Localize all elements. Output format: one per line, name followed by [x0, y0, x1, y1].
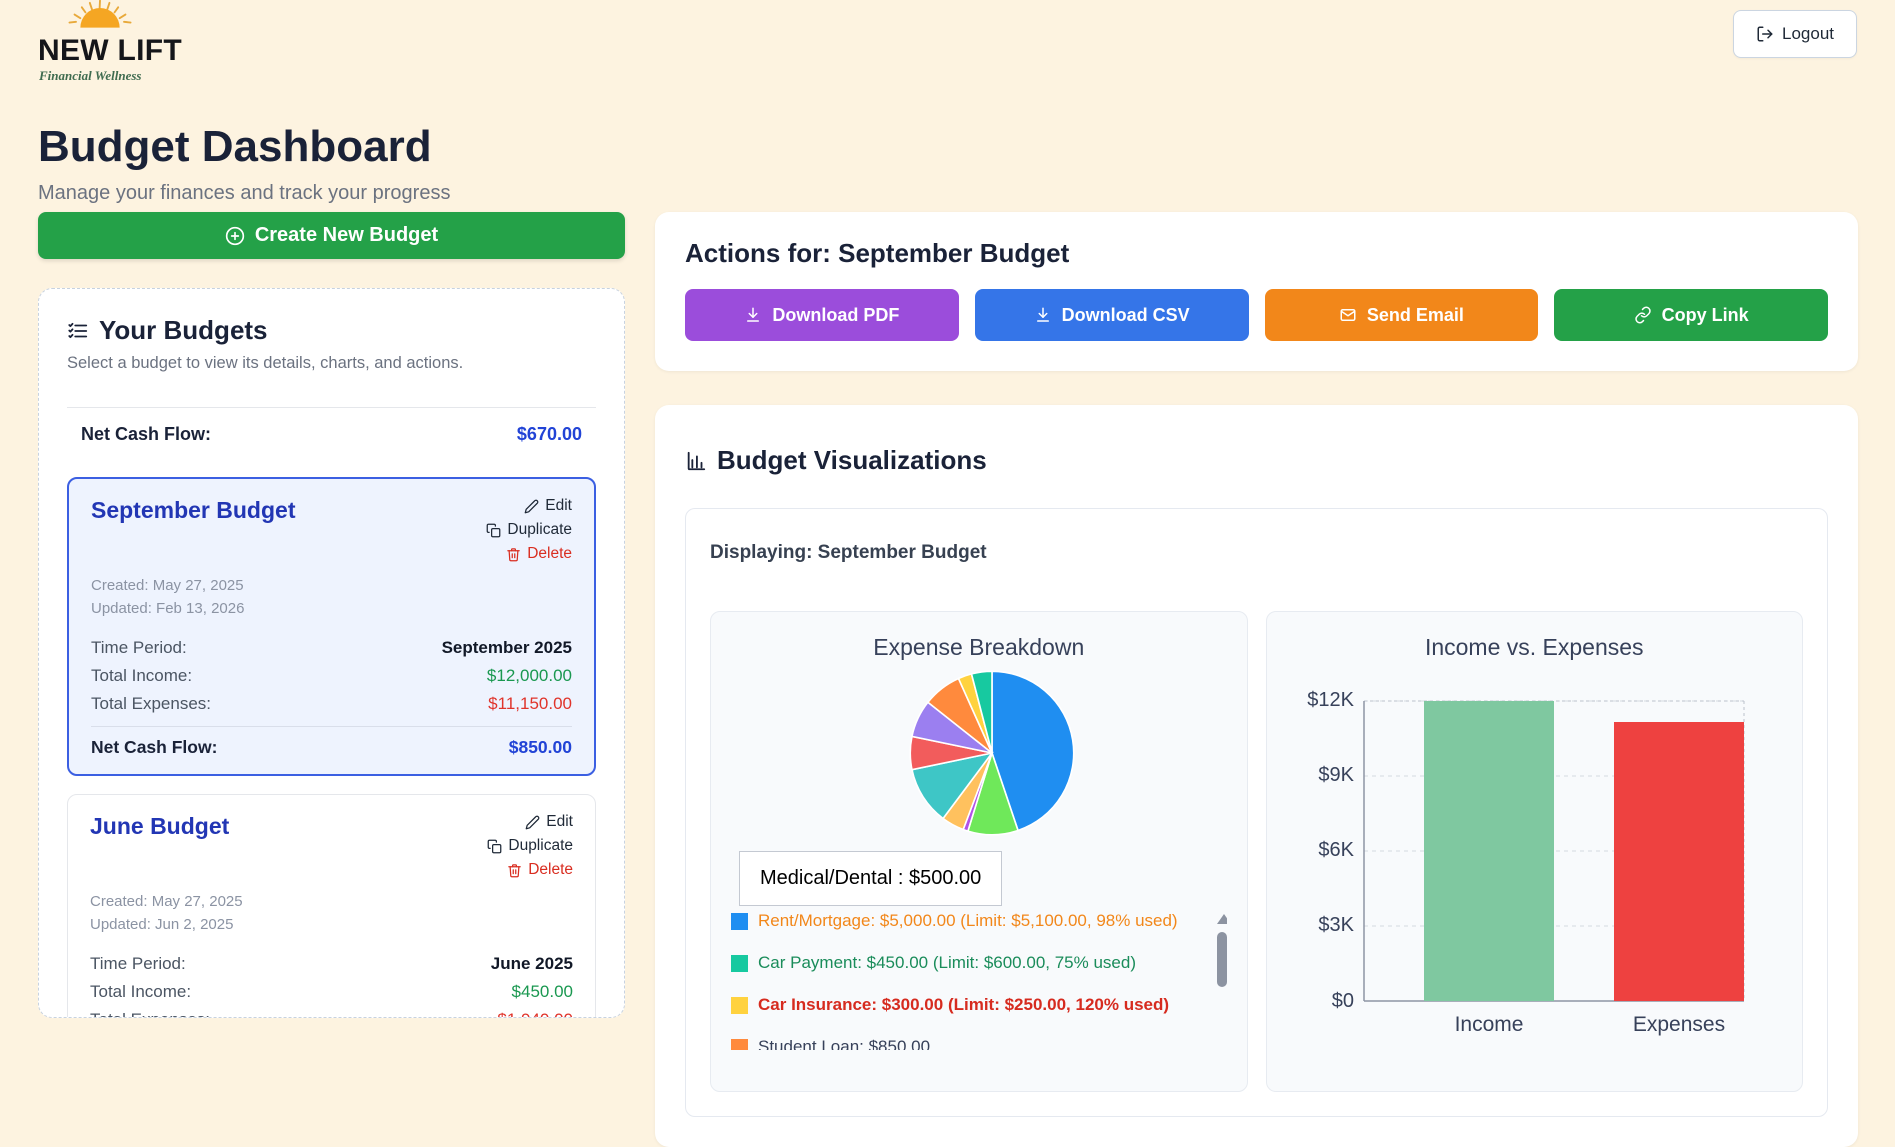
svg-text:Expenses: Expenses	[1633, 1013, 1725, 1036]
svg-text:$6K: $6K	[1319, 839, 1355, 861]
svg-text:Income: Income	[1455, 1013, 1524, 1036]
svg-text:$0: $0	[1332, 990, 1354, 1012]
svg-text:$3K: $3K	[1319, 914, 1355, 936]
svg-text:$9K: $9K	[1319, 764, 1355, 786]
svg-text:$12K: $12K	[1308, 689, 1355, 711]
